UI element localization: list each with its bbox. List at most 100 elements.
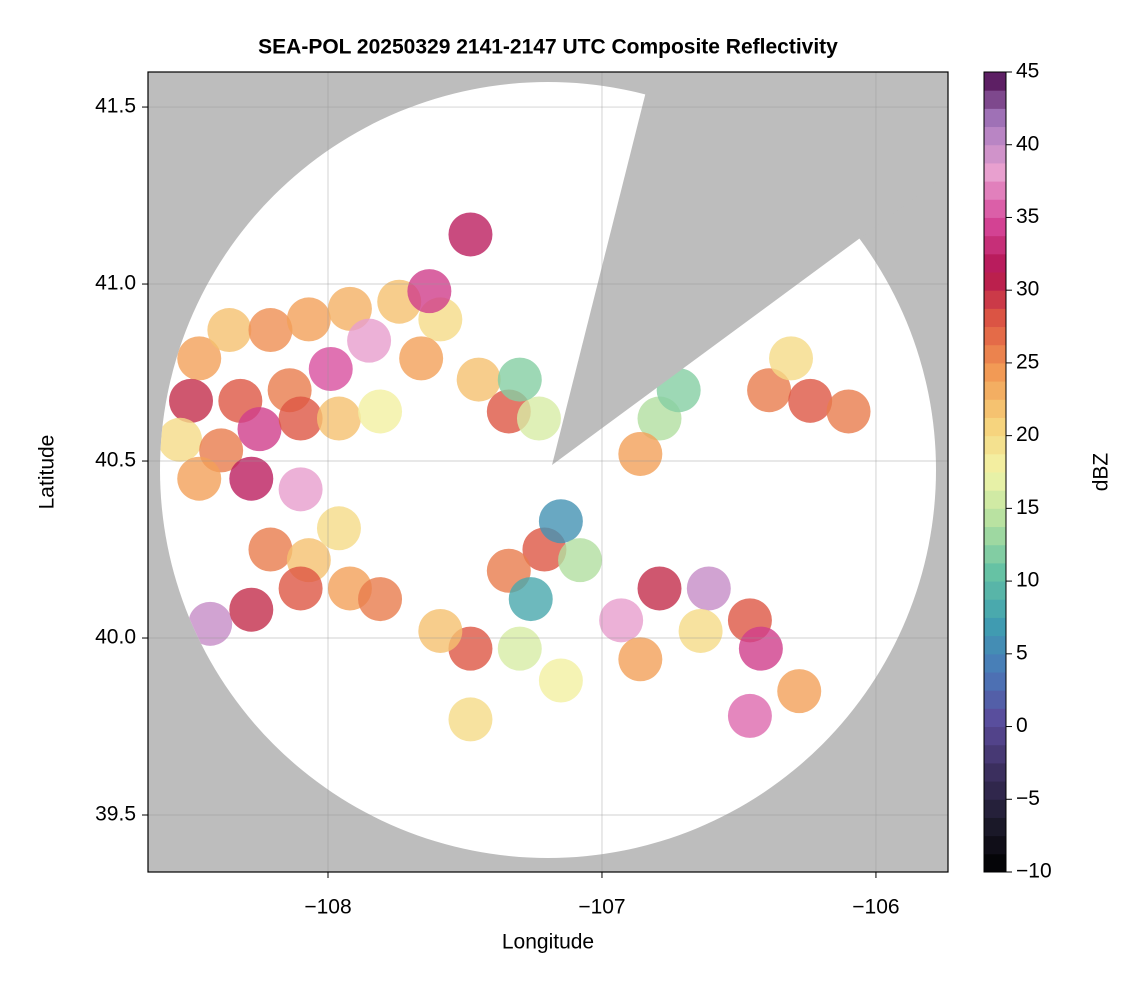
reflectivity-cell: [747, 368, 792, 413]
colorbar-band: [984, 781, 1006, 800]
colorbar-band: [984, 453, 1006, 473]
reflectivity-cell: [637, 566, 682, 611]
y-tick-label: 40.5: [95, 449, 136, 472]
reflectivity-cell: [248, 308, 293, 353]
colorbar-band: [984, 526, 1006, 546]
reflectivity-cell: [229, 587, 274, 632]
colorbar-band: [984, 472, 1006, 491]
reflectivity-cell: [727, 693, 772, 738]
colorbar-band: [984, 744, 1006, 764]
reflectivity-cell: [599, 598, 644, 643]
y-axis-label: Latitude: [36, 435, 59, 510]
reflectivity-cell: [769, 336, 814, 381]
reflectivity-cell: [508, 577, 553, 622]
colorbar-tick-label: −5: [1016, 787, 1040, 810]
reflectivity-cell: [418, 608, 463, 653]
blocked-sector: [552, 72, 948, 465]
colorbar-band: [984, 853, 1006, 873]
reflectivity-cell: [738, 626, 783, 671]
reflectivity-cell: [788, 378, 833, 423]
colorbar-frame: [983, 71, 1007, 873]
colorbar-band: [984, 199, 1006, 218]
colorbar-band: [984, 144, 1006, 164]
colorbar-tick-label: 20: [1016, 423, 1039, 446]
colorbar-band: [984, 562, 1006, 582]
reflectivity-cell: [497, 626, 542, 671]
y-tick-label: 40.0: [95, 626, 136, 649]
reflectivity-cell: [358, 577, 403, 622]
colorbar-band: [984, 635, 1006, 655]
reflectivity-cell: [497, 357, 542, 402]
colorbar-band: [984, 108, 1006, 128]
colorbar: [984, 72, 1006, 873]
x-axis-label: Longitude: [502, 931, 594, 954]
y-tick-label: 41.0: [95, 272, 136, 295]
reflectivity-cell: [160, 417, 203, 462]
colorbar-band: [984, 290, 1006, 309]
reflectivity-cell: [399, 336, 444, 381]
reflectivity-cell: [248, 527, 293, 572]
colorbar-tick-label: 5: [1016, 641, 1028, 664]
colorbar-tick-label: 45: [1016, 60, 1039, 83]
reflectivity-cell: [618, 431, 663, 476]
reflectivity-cell: [308, 346, 353, 391]
reflectivity-cell: [316, 396, 361, 441]
colorbar-band: [984, 799, 1006, 818]
reflectivity-cell: [448, 697, 493, 742]
colorbar-band: [984, 708, 1006, 728]
reflectivity-cell: [686, 566, 731, 611]
colorbar-band: [984, 126, 1006, 146]
colorbar-band: [984, 490, 1006, 509]
colorbar-band: [984, 599, 1006, 618]
colorbar-band: [984, 272, 1006, 291]
colorbar-band: [984, 435, 1006, 455]
reflectivity-cell: [407, 269, 452, 314]
colorbar-band: [984, 381, 1006, 400]
colorbar-band: [984, 690, 1006, 709]
reflectivity-cell: [826, 389, 871, 434]
x-tick-label: −106: [852, 896, 899, 919]
colorbar-tick-label: 35: [1016, 205, 1039, 228]
colorbar-band: [984, 726, 1006, 746]
colorbar-band: [984, 235, 1006, 255]
colorbar-tick-label: 10: [1016, 569, 1039, 592]
colorbar-band: [984, 544, 1006, 564]
reflectivity-cell: [618, 637, 663, 682]
reflectivity-cell: [188, 601, 233, 646]
colorbar-band: [984, 399, 1006, 418]
colorbar-tick-label: 0: [1016, 714, 1028, 737]
reflectivity-cell: [278, 467, 323, 512]
reflectivity-cell: [358, 389, 403, 434]
reflectivity-cell: [538, 658, 583, 703]
reflectivity-cell: [286, 297, 331, 342]
x-tick-label: −107: [578, 896, 625, 919]
colorbar-band: [984, 344, 1006, 364]
grid-layer: [148, 72, 948, 872]
cells-layer: [160, 212, 871, 742]
colorbar-band: [984, 835, 1006, 855]
reflectivity-cell: [516, 396, 561, 441]
reflectivity-cell: [678, 608, 723, 653]
colorbar-tick-label: 40: [1016, 132, 1039, 155]
colorbar-band: [984, 762, 1006, 782]
colorbar-band: [984, 253, 1006, 273]
colorbar-band: [984, 417, 1006, 437]
colorbar-band: [984, 617, 1006, 637]
reflectivity-cell: [777, 669, 822, 714]
colorbar-label: dBZ: [1090, 453, 1113, 492]
reflectivity-cell: [347, 318, 392, 363]
colorbar-band: [984, 581, 1006, 600]
colorbar-band: [984, 181, 1006, 200]
colorbar-tick-label: 30: [1016, 278, 1039, 301]
plot-frame: [147, 71, 949, 873]
reflectivity-cell: [177, 336, 222, 381]
colorbar-band: [984, 653, 1006, 673]
colorbar-band: [984, 308, 1006, 328]
reflectivity-cell: [456, 357, 501, 402]
colorbar-band: [984, 362, 1006, 382]
reflectivity-cell: [316, 506, 361, 551]
reflectivity-cell: [229, 456, 274, 501]
colorbar-band: [984, 508, 1006, 528]
